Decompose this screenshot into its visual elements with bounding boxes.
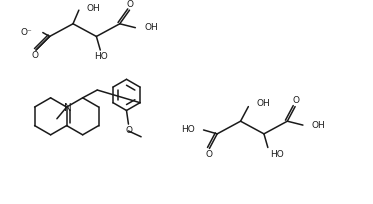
Text: HO: HO	[94, 52, 108, 61]
Text: O: O	[31, 51, 38, 60]
Text: O: O	[292, 96, 300, 105]
Text: HO: HO	[181, 125, 195, 134]
Text: HO: HO	[270, 150, 283, 159]
Text: O⁻: O⁻	[21, 28, 32, 37]
Text: O: O	[206, 150, 213, 159]
Text: OH: OH	[144, 23, 158, 32]
Text: O: O	[126, 126, 133, 135]
Text: OH: OH	[256, 99, 270, 108]
Text: OH: OH	[87, 4, 100, 13]
Text: N: N	[64, 103, 72, 113]
Text: O: O	[127, 0, 134, 9]
Text: OH: OH	[312, 121, 325, 130]
